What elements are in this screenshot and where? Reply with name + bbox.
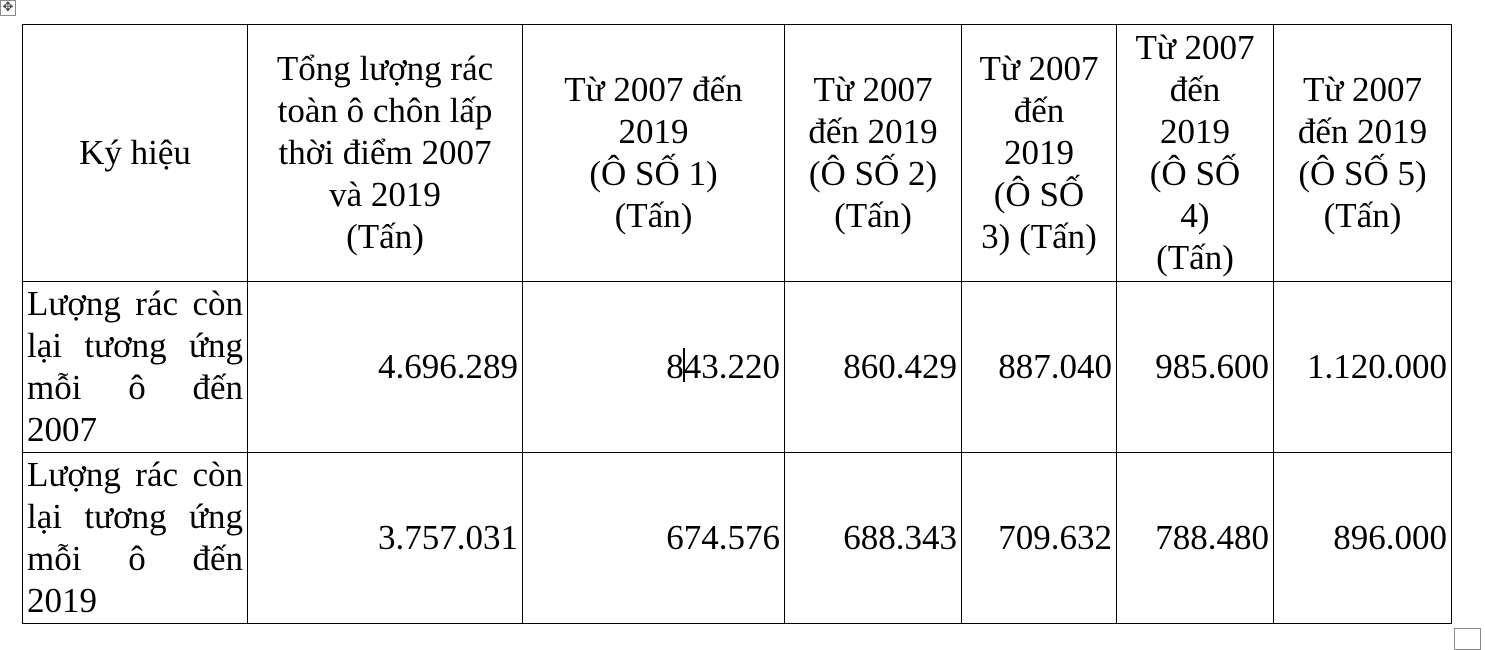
value-cell-3-2007[interactable]: 887.040 bbox=[961, 281, 1117, 453]
header-cell-cell-1[interactable]: Từ 2007 đến 2019 (Ô SỐ 1) (Tấn) bbox=[522, 24, 785, 282]
header-cell-cell-4[interactable]: Từ 2007 đến 2019 (Ô SỐ 4) (Tấn) bbox=[1116, 24, 1274, 282]
value-cell-1-2007-part-b: 43.220 bbox=[683, 347, 780, 386]
value-cell-5-2007[interactable]: 1.120.000 bbox=[1273, 281, 1452, 453]
header-cell-symbol[interactable]: Ký hiệu bbox=[22, 24, 248, 282]
header-cell-cell-3[interactable]: Từ 2007 đến 2019 (Ô SỐ 3) (Tấn) bbox=[961, 24, 1117, 282]
table-move-handle-icon[interactable]: ✥ bbox=[0, 0, 16, 16]
row-label-2019[interactable]: Lượng rác còn lại tương ứng mỗi ô đến 20… bbox=[22, 452, 248, 624]
value-cell-4-2019[interactable]: 788.480 bbox=[1116, 452, 1274, 624]
value-cell-5-2019[interactable]: 896.000 bbox=[1273, 452, 1452, 624]
header-cell-cell-5[interactable]: Từ 2007 đến 2019 (Ô SỐ 5) (Tấn) bbox=[1273, 24, 1452, 282]
table-row: Lượng rác còn lại tương ứng mỗi ô đến 20… bbox=[22, 281, 1452, 453]
value-cell-4-2007[interactable]: 985.600 bbox=[1116, 281, 1274, 453]
row-label-2007[interactable]: Lượng rác còn lại tương ứng mỗi ô đến 20… bbox=[22, 281, 248, 453]
value-cell-2-2007[interactable]: 860.429 bbox=[784, 281, 962, 453]
value-cell-1-2019[interactable]: 674.576 bbox=[522, 452, 785, 624]
table-row: Lượng rác còn lại tương ứng mỗi ô đến 20… bbox=[22, 452, 1452, 624]
table-resize-handle-icon[interactable] bbox=[1454, 628, 1481, 650]
data-table: Ký hiệu Tổng lượng rác toàn ô chôn lấp t… bbox=[22, 24, 1452, 624]
value-cell-1-2007-part-a: 8 bbox=[666, 347, 684, 386]
header-cell-total[interactable]: Tổng lượng rác toàn ô chôn lấp thời điểm… bbox=[247, 24, 523, 282]
value-cell-1-2007[interactable]: 843.220 bbox=[522, 281, 785, 453]
value-total-2019[interactable]: 3.757.031 bbox=[247, 452, 523, 624]
table-header-row: Ký hiệu Tổng lượng rác toàn ô chôn lấp t… bbox=[22, 24, 1452, 282]
value-cell-2-2019[interactable]: 688.343 bbox=[784, 452, 962, 624]
text-cursor bbox=[682, 348, 685, 382]
header-cell-cell-2[interactable]: Từ 2007 đến 2019 (Ô SỐ 2) (Tấn) bbox=[784, 24, 962, 282]
value-total-2007[interactable]: 4.696.289 bbox=[247, 281, 523, 453]
value-cell-3-2019[interactable]: 709.632 bbox=[961, 452, 1117, 624]
